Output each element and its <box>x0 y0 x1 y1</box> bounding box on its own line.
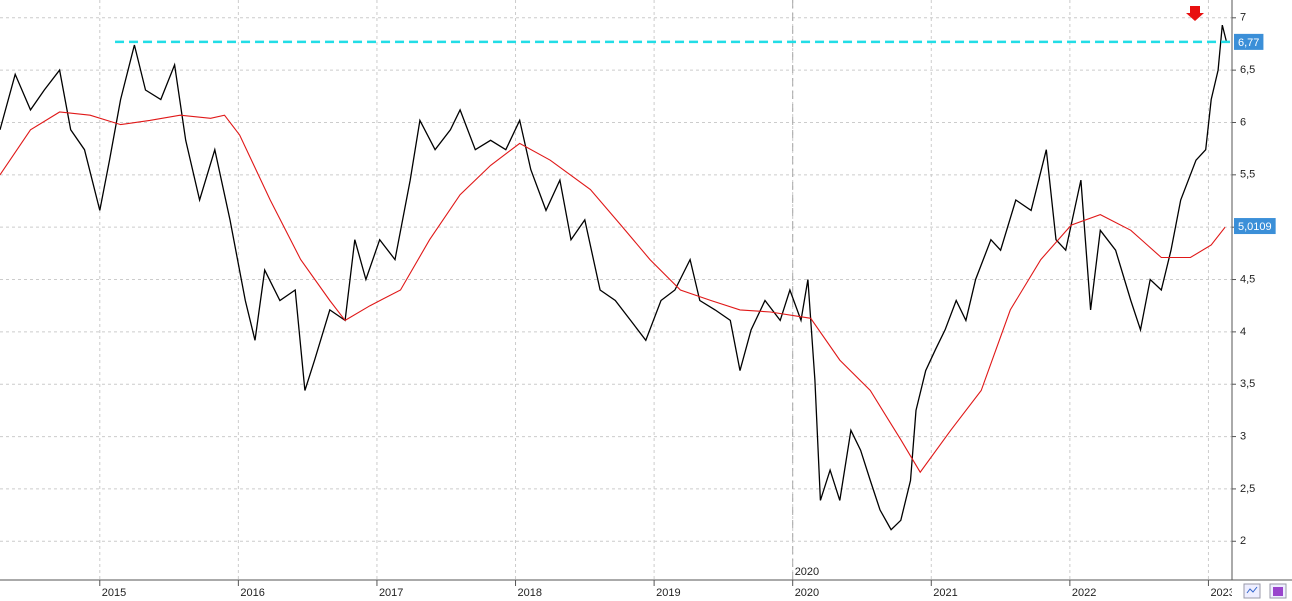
x-tick-label: 2018 <box>518 587 542 599</box>
price-label-box <box>1234 33 1264 50</box>
x-tick-label: 2020 <box>795 587 819 599</box>
x-axis-labels: 2015 2016 2017 2018 2019 2020 2021 2022 2023 <box>99 580 1234 599</box>
plot <box>0 24 1232 531</box>
save-icon <box>1273 587 1283 596</box>
arrow-icon <box>1186 6 1204 21</box>
y-tick-label: 4,5 <box>1240 273 1255 285</box>
y-tick-label: 2,5 <box>1240 483 1255 495</box>
series-line <box>0 24 1228 531</box>
y-tick-label: 4 <box>1240 326 1246 338</box>
y-tick-label: 6,5 <box>1240 64 1255 76</box>
y-tick-label: 3 <box>1240 430 1246 442</box>
price-label: 6,77 <box>1238 37 1259 49</box>
x-tick-label: 2023 <box>1210 587 1234 599</box>
y-axis-labels: 22,533,544,555,566,576,775,0109 <box>1232 12 1276 547</box>
price-label-box <box>1234 218 1276 235</box>
grid: 2020 <box>0 0 1232 580</box>
x-tick-label: 2022 <box>1072 587 1096 599</box>
price-label: 5,0109 <box>1238 221 1272 233</box>
y-tick-label: 3,5 <box>1240 378 1255 390</box>
y-tick-label: 6 <box>1240 116 1246 128</box>
x-tick-label: 2015 <box>102 587 126 599</box>
x-tick-label: 2019 <box>656 587 680 599</box>
chart-type-icon <box>1246 586 1258 594</box>
y-tick-label: 5,5 <box>1240 169 1255 181</box>
period-label: 2020 <box>795 566 819 578</box>
y-tick-label: 7 <box>1240 12 1246 24</box>
x-tick-label: 2017 <box>379 587 403 599</box>
series-line <box>0 111 1226 474</box>
x-tick-label: 2016 <box>240 587 264 599</box>
y-tick-label: 2 <box>1240 535 1246 547</box>
x-tick-label: 2021 <box>933 587 957 599</box>
